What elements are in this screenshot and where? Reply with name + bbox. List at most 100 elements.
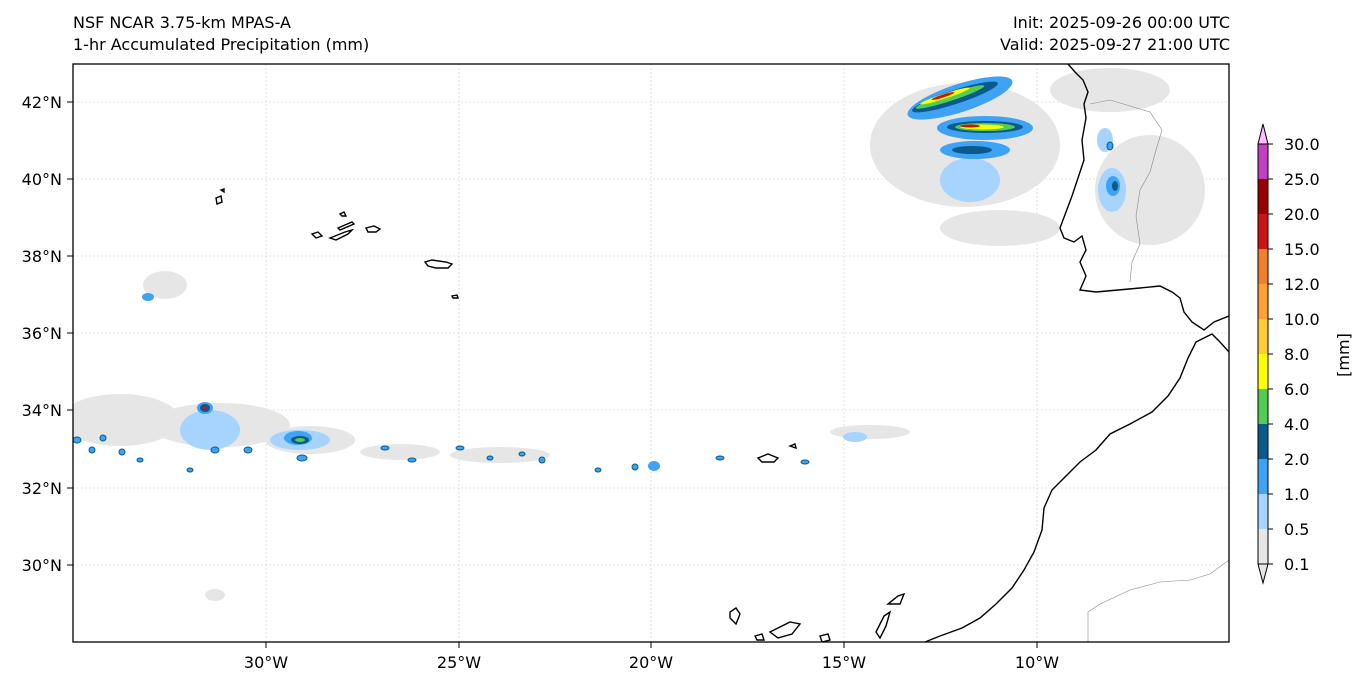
island-madeira: [756, 453, 780, 463]
lat-label-38: 38°N: [22, 247, 62, 266]
precip-cell-15: [538, 456, 546, 464]
coastlines: [215, 64, 1229, 642]
colorbar-seg-6.0: [1258, 354, 1268, 389]
precip-band-mid-1: [360, 444, 440, 460]
valid-time: Valid: 2025-09-27 21:00 UTC: [999, 35, 1230, 54]
precip-light-areas: [73, 68, 1205, 601]
precip-2.0-areas: [200, 81, 1118, 444]
coast-morocco: [924, 333, 1229, 642]
island-gran-canaria: [819, 633, 831, 642]
lat-label-30: 30°N: [22, 556, 62, 575]
field-title: 1-hr Accumulated Precipitation (mm): [73, 35, 370, 54]
precip-cell-g: [1112, 181, 1118, 191]
island-sao-miguel: [423, 259, 454, 269]
header-left: NSF NCAR 3.75-km MPAS-A 1-hr Accumulated…: [73, 12, 369, 56]
precip-cell-09: [296, 454, 308, 462]
precip-cell-03: [99, 434, 107, 442]
lon-label-10w: 10°W: [1015, 653, 1059, 672]
precip-cell-h: [295, 438, 305, 442]
colorbar-seg-20.0: [1258, 179, 1268, 214]
precip-cell-red: [203, 406, 207, 410]
precip-cyclone-band-3: [952, 146, 992, 154]
lat-axis: 42°N 40°N 38°N 36°N 34°N 32°N 30°N: [22, 93, 73, 575]
colorbar-ticks: [1268, 143, 1273, 565]
gridlines: [73, 64, 1229, 642]
colorbar-extend-low: [1257, 563, 1269, 585]
colorbar-seg-0.5: [1258, 494, 1268, 529]
island-flores: [215, 195, 223, 205]
colorbar-extend-high: [1257, 123, 1269, 145]
border-portugal-spain: [1089, 99, 1163, 283]
precip-cell-01: [73, 436, 82, 444]
precip-band-west-1: [73, 394, 180, 446]
precip-cell-d: [142, 293, 154, 301]
country-borders: [1087, 99, 1229, 642]
island-pico: [327, 228, 355, 241]
precip-cell-east-1: [830, 425, 910, 439]
precip-cell-13: [486, 455, 494, 461]
cb-label-11: 25.0: [1284, 170, 1320, 189]
cb-label-12: 30.0: [1284, 135, 1320, 154]
precip-cell-36n: [143, 271, 187, 299]
island-terceira: [364, 225, 382, 233]
cb-label-9: 15.0: [1284, 240, 1320, 259]
precip-cell-iberia-2: [1050, 68, 1170, 112]
border-morocco-algeria: [1087, 559, 1229, 642]
precip-cyclone-red-1: [931, 92, 955, 100]
header-right: Init: 2025-09-26 00:00 UTC Valid: 2025-0…: [1000, 12, 1230, 56]
cb-label-5: 6.0: [1284, 380, 1309, 399]
lon-label-30w: 30°W: [244, 653, 288, 672]
island-fuerteventura: [875, 610, 892, 640]
colorbar-unit-label: [mm]: [1334, 333, 1353, 377]
island-tenerife: [768, 621, 802, 639]
precip-cell-18: [594, 467, 602, 473]
precip-cell-16: [715, 455, 725, 461]
island-porto-santo: [787, 443, 797, 450]
precip-cell-04: [118, 448, 126, 456]
precip-cyclone-tail: [940, 210, 1060, 246]
island-faial: [310, 231, 324, 239]
lon-label-25w: 25°W: [437, 653, 481, 672]
cb-label-8: 12.0: [1284, 275, 1320, 294]
island-corvo: [219, 188, 225, 194]
colorbar-seg-15.0: [1258, 214, 1268, 249]
precip-band-mid-2: [450, 447, 550, 463]
lon-axis: 30°W 25°W 20°W 15°W 10°W: [244, 642, 1059, 672]
precip-12.0-areas: [203, 92, 980, 410]
lon-label-15w: 15°W: [822, 653, 866, 672]
precip-cell-20: [1106, 141, 1114, 151]
lat-label-34: 34°N: [22, 401, 62, 420]
colorbar-seg-2.0: [1258, 424, 1268, 459]
cb-label-4: 4.0: [1284, 415, 1309, 434]
precip-cell-06: [186, 467, 194, 473]
precip-cell-17: [800, 459, 810, 465]
precip-0.5-areas: [180, 128, 1126, 450]
precip-cell-14: [518, 451, 526, 457]
island-la-gomera: [753, 633, 765, 641]
precip-cyclone-core-light: [940, 158, 1000, 202]
precip-cell-05: [136, 457, 144, 463]
cb-label-10: 20.0: [1284, 205, 1320, 224]
island-santa-maria: [450, 294, 459, 299]
island-la-palma: [729, 607, 741, 626]
precip-cell-19: [631, 463, 639, 471]
colorbar-seg-10.0: [1258, 284, 1268, 319]
precip-cell-08: [243, 446, 253, 454]
lat-label-40: 40°N: [22, 170, 62, 189]
lon-label-20w: 20°W: [629, 653, 673, 672]
precip-cell-11: [407, 457, 417, 463]
precip-scattered-cells: [73, 141, 1114, 473]
precip-cyclone-red-2: [960, 124, 980, 128]
lat-label-32: 32°N: [22, 479, 62, 498]
precip-cell-12: [455, 445, 465, 451]
precip-cell-sw: [205, 589, 225, 601]
model-title: NSF NCAR 3.75-km MPAS-A: [73, 13, 291, 32]
lat-label-42: 42°N: [22, 93, 62, 112]
island-lanzarote: [886, 592, 906, 605]
cb-label-1: 0.5: [1284, 520, 1309, 539]
precip-cell-10: [380, 445, 390, 451]
precip-cell-iberia-1: [1095, 135, 1205, 245]
cb-label-3: 2.0: [1284, 450, 1309, 469]
cb-label-6: 8.0: [1284, 345, 1309, 364]
